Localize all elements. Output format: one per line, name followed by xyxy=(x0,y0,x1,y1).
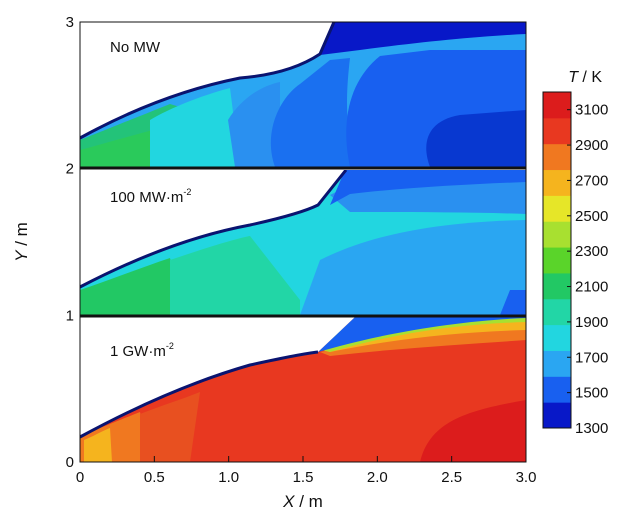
colorbar-segment xyxy=(543,221,571,248)
x-tick-label: 2.0 xyxy=(367,469,388,486)
y-tick-label: 2 xyxy=(66,161,74,178)
colorbar-tick-label: 1300 xyxy=(575,420,608,437)
panel-100-mw xyxy=(80,170,526,315)
colorbar: 3100 2900 2700 2500 2300 2100 1900 1700 1500 1300 xyxy=(542,91,608,437)
x-tick-label: 0 xyxy=(76,469,84,486)
x-axis-ticks: 0 0.5 1.0 1.5 2.0 2.5 3.0 xyxy=(76,456,537,486)
colorbar-frame xyxy=(542,91,572,429)
y-tick-label: 1 xyxy=(66,307,74,324)
colorbar-segment xyxy=(543,92,571,119)
colorbar-segment xyxy=(543,117,571,145)
colorbar-tick-label: 3100 xyxy=(575,102,608,119)
colorbar-title: T / K xyxy=(568,69,602,86)
panel-label-top: No MW xyxy=(110,39,161,56)
panel-1-gw xyxy=(80,317,526,462)
colorbar-segment xyxy=(543,143,571,171)
colorbar-tick-label: 1500 xyxy=(575,385,608,402)
y-tick-label: 0 xyxy=(66,454,74,471)
x-tick-label: 1.0 xyxy=(218,469,239,486)
colorbar-segment xyxy=(543,195,571,222)
panel-label-middle: 100 MW·m-2 xyxy=(110,187,191,206)
colorbar-segment xyxy=(543,350,571,377)
colorbar-tick-label: 2300 xyxy=(575,243,608,260)
y-tick-label: 3 xyxy=(66,14,74,31)
x-tick-label: 0.5 xyxy=(144,469,165,486)
colorbar-tick-label: 1900 xyxy=(575,314,608,331)
x-tick-label: 2.5 xyxy=(441,469,462,486)
colorbar-segment xyxy=(543,272,571,300)
y-axis-label: Y / m xyxy=(12,222,31,262)
colorbar-tick-label: 2500 xyxy=(575,208,608,225)
x-tick-label: 1.5 xyxy=(293,469,314,486)
colorbar-tick-label: 2700 xyxy=(575,172,608,189)
x-tick-label: 3.0 xyxy=(516,469,537,486)
colorbar-tick-label: 2100 xyxy=(575,279,608,296)
x-axis-label: X / m xyxy=(282,492,323,511)
panel-label-bottom: 1 GW·m-2 xyxy=(110,341,174,360)
colorbar-segment xyxy=(543,247,571,274)
colorbar-segment xyxy=(543,169,571,196)
colorbar-segment xyxy=(543,402,571,429)
panel-no-mw xyxy=(80,22,526,167)
colorbar-segment xyxy=(543,324,571,351)
colorbar-segment xyxy=(543,298,571,326)
y-axis-ticks: 0 1 2 3 xyxy=(66,14,86,471)
colorbar-segment xyxy=(543,376,571,403)
colorbar-tick-label: 2900 xyxy=(575,137,608,154)
colorbar-tick-label: 1700 xyxy=(575,349,608,366)
